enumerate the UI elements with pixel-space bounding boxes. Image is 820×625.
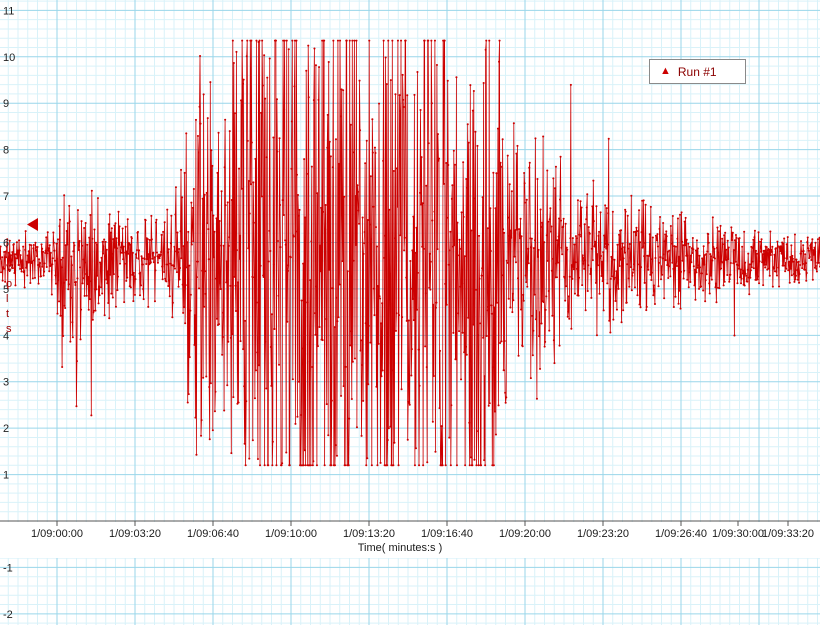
legend[interactable]: ▲ Run #1 [649, 59, 746, 84]
x-tick-label: 1/09:00:00 [31, 528, 83, 540]
x-tick-label: 1/09:33:20 [762, 528, 814, 540]
y-tick-label: 5 [3, 284, 9, 296]
y-tick-label: 6 [3, 237, 9, 249]
y-tick-label: 3 [3, 377, 9, 389]
axis-layer: 1/09:00:00 1/09:03:20 1/09:06:40 1/09:10:00… [0, 5, 820, 621]
x-tick-label: 1/09:30:00 [712, 528, 764, 540]
y-axis-title-letter: t [6, 308, 9, 320]
x-axis-title: Time( minutes:s ) [358, 542, 443, 554]
legend-run-marker-icon: ▲ [660, 65, 671, 77]
y-tick-label: 8 [3, 145, 9, 157]
legend-run-label: Run #1 [677, 64, 717, 79]
y-axis-title-letter: V [6, 263, 14, 275]
x-tick-label: 1/09:16:40 [421, 528, 473, 540]
x-tick-label: 1/09:13:20 [343, 528, 395, 540]
y-axis-title-letter: l [6, 293, 8, 305]
y-tick-label: 1 [3, 470, 9, 482]
x-tick-label: 1/09:10:00 [265, 528, 317, 540]
x-tick-label: 1/09:03:20 [109, 528, 161, 540]
y-tick-label: -2 [3, 609, 13, 621]
y-tick-label: 11 [3, 5, 14, 17]
y-tick-label: 4 [3, 330, 9, 342]
y-tick-label: 7 [3, 191, 9, 203]
x-tick-label: 1/09:20:00 [499, 528, 551, 540]
signal-trace [0, 39, 820, 467]
x-tick-label: 1/09:26:40 [655, 528, 707, 540]
y-axis-title-letter: s [6, 323, 12, 335]
y-tick-label: -1 [3, 562, 13, 574]
y-axis-cursor-icon[interactable] [27, 218, 38, 231]
y-tick-label: 9 [3, 98, 9, 110]
axis-band [0, 522, 820, 558]
y-tick-label: 2 [3, 423, 9, 435]
x-tick-label: 1/09:06:40 [187, 528, 239, 540]
x-tick-label: 1/09:23:20 [577, 528, 629, 540]
y-tick-label: 10 [3, 52, 15, 64]
y-axis-title-letter: o [6, 278, 12, 290]
